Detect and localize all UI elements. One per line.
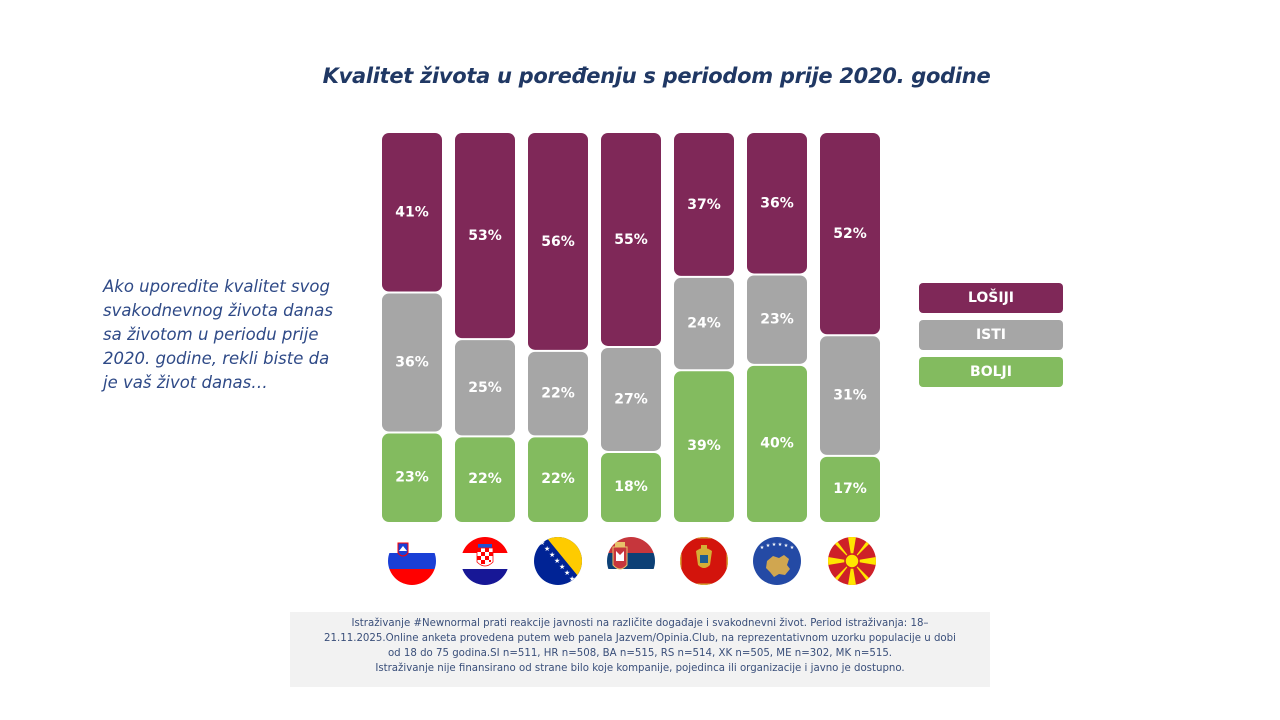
bar-segment-losiji-ba <box>528 133 588 350</box>
bar-segment-losiji-mk <box>820 133 880 335</box>
data-label-bolji-ba: 22% <box>541 471 575 487</box>
slovenia-flag-icon <box>388 537 436 585</box>
data-label-bolji-xk: 40% <box>760 435 794 451</box>
legend-item-isti: ISTI <box>919 320 1063 350</box>
data-label-losiji-ba: 56% <box>541 234 575 250</box>
montenegro-flag-icon <box>680 537 728 585</box>
data-label-bolji-hr: 22% <box>468 471 502 487</box>
svg-text:★: ★ <box>760 545 765 551</box>
bar-segment-isti-si <box>382 293 442 432</box>
data-label-isti-xk: 23% <box>760 312 794 328</box>
data-label-losiji-rs: 55% <box>614 232 648 248</box>
svg-text:★: ★ <box>766 543 771 549</box>
data-label-losiji-mk: 52% <box>833 226 867 242</box>
legend: LOŠIJI ISTI BOLJI <box>919 283 1063 394</box>
footnote: Istraživanje #Newnormal prati reakcije j… <box>290 612 990 687</box>
data-label-isti-ba: 22% <box>541 386 575 402</box>
svg-text:★: ★ <box>772 542 777 548</box>
svg-text:★: ★ <box>559 563 565 571</box>
footnote-line: Istraživanje #Newnormal prati reakcije j… <box>351 618 929 629</box>
bosnia-flag-icon: ★★★ ★★★★ <box>534 537 582 585</box>
bar-segment-isti-rs <box>601 347 661 451</box>
legend-item-losiji: LOŠIJI <box>919 283 1063 313</box>
data-label-losiji-me: 37% <box>687 197 721 213</box>
country-flags: ★ ★ ★ ★ ★ ★ ★ ★ ★ ★ <box>0 537 1280 587</box>
bar-segment-bolji-mk <box>820 456 880 522</box>
data-label-bolji-rs: 18% <box>614 479 648 495</box>
bar-segment-bolji-ba <box>528 437 588 522</box>
footnote-line: Istraživanje nije finansirano od strane … <box>375 663 905 674</box>
data-label-losiji-hr: 53% <box>468 228 502 244</box>
bar-segment-bolji-me <box>674 371 734 522</box>
bar-segment-bolji-xk <box>747 365 807 522</box>
svg-text:★: ★ <box>778 542 783 548</box>
bar-segment-bolji-hr <box>455 437 515 522</box>
north-macedonia-flag-icon <box>828 537 876 585</box>
svg-text:★: ★ <box>564 569 570 577</box>
bar-segment-bolji-rs <box>601 452 661 522</box>
legend-label-bolji: BOLJI <box>970 364 1012 380</box>
legend-item-bolji: BOLJI <box>919 357 1063 387</box>
svg-text:★: ★ <box>549 551 555 559</box>
svg-text:★: ★ <box>569 575 575 583</box>
svg-text:★: ★ <box>539 539 545 547</box>
bar-segment-isti-mk <box>820 336 880 455</box>
bar-segment-losiji-xk <box>747 133 807 274</box>
svg-text:★: ★ <box>554 557 560 565</box>
croatia-flag-icon <box>461 537 509 585</box>
bar-segment-isti-hr <box>455 340 515 436</box>
svg-text:★: ★ <box>790 545 795 551</box>
data-label-bolji-mk: 17% <box>833 481 867 497</box>
bar-segment-losiji-si <box>382 133 442 292</box>
bar-segment-losiji-me <box>674 133 734 276</box>
data-label-isti-mk: 31% <box>833 388 867 404</box>
bar-segment-bolji-si <box>382 433 442 522</box>
kosovo-flag-icon: ★ ★ ★ ★ ★ ★ <box>753 537 801 585</box>
data-label-isti-si: 36% <box>395 355 429 371</box>
legend-label-losiji: LOŠIJI <box>967 290 1015 306</box>
chart-title: Kvalitet života u poređenju s periodom p… <box>322 64 991 88</box>
footnote-line: 21.11.2025.Online anketa provedena putem… <box>324 633 956 644</box>
bar-segment-losiji-rs <box>601 133 661 346</box>
data-label-bolji-me: 39% <box>687 438 721 454</box>
bar-segment-isti-xk <box>747 275 807 364</box>
data-label-losiji-si: 41% <box>395 205 429 221</box>
footnote-line: od 18 do 75 godina.SI n=511, HR n=508, B… <box>387 648 893 659</box>
data-label-isti-hr: 25% <box>468 380 502 396</box>
data-label-losiji-xk: 36% <box>760 196 794 212</box>
svg-text:★: ★ <box>784 543 789 549</box>
bar-segment-losiji-hr <box>455 133 515 339</box>
data-label-isti-rs: 27% <box>614 391 648 407</box>
data-label-isti-me: 24% <box>687 316 721 332</box>
data-label-bolji-si: 23% <box>395 469 429 485</box>
survey-question: Ako uporedite kvalitet svog svakodnevnog… <box>103 277 333 392</box>
bar-segment-isti-ba <box>528 351 588 436</box>
legend-label-isti: ISTI <box>975 327 1007 343</box>
svg-text:★: ★ <box>544 545 550 553</box>
bar-segment-isti-me <box>674 277 734 370</box>
serbia-flag-icon <box>607 537 655 585</box>
